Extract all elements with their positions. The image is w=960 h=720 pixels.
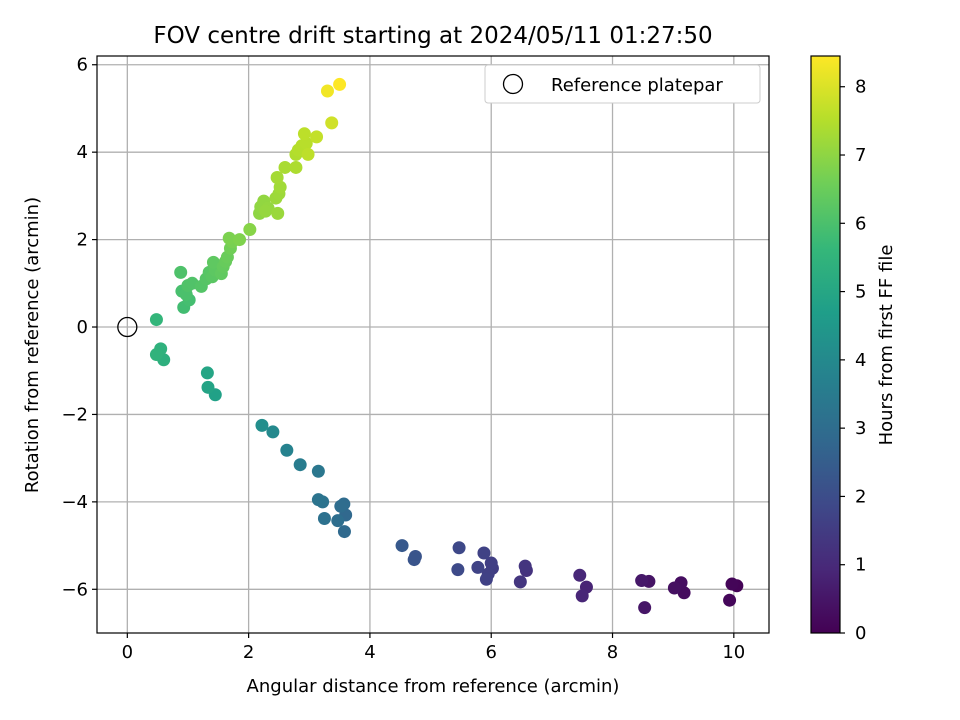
colorbar-tick-label: 6 (855, 213, 866, 234)
data-point (518, 559, 532, 573)
data-point (311, 493, 325, 507)
data-point (337, 525, 351, 539)
data-point (289, 160, 303, 174)
data-point (299, 136, 313, 150)
data-point (301, 147, 315, 161)
colorbar-tick-label: 1 (855, 555, 866, 576)
data-point (635, 574, 649, 588)
data-point (297, 127, 311, 141)
data-point (331, 514, 345, 528)
data-point (677, 586, 691, 600)
data-point (206, 255, 220, 269)
data-point (407, 553, 421, 567)
y-tick-label: −4 (61, 492, 88, 513)
data-point (266, 425, 280, 439)
data-point (222, 231, 236, 245)
data-point (575, 589, 589, 603)
data-point (320, 84, 334, 98)
x-axis-label: Angular distance from reference (arcmin) (247, 676, 620, 697)
colorbar-tick-label: 0 (855, 623, 866, 644)
x-tick-label: 8 (607, 642, 618, 663)
data-point (513, 575, 527, 589)
y-tick-label: 0 (77, 317, 88, 338)
plot-axes: 0 2 4 6 8 10 −6 −4 −2 0 2 4 6 (61, 55, 770, 663)
data-point (270, 171, 284, 185)
data-point (479, 572, 493, 586)
reference-point (117, 316, 138, 338)
y-tick-label: 4 (77, 142, 88, 163)
y-tick-label: −2 (61, 404, 88, 425)
data-point (334, 499, 348, 513)
chart-title: FOV centre drift starting at 2024/05/11 … (153, 23, 712, 49)
y-axis-label: Rotation from reference (arcmin) (22, 197, 43, 493)
grid-lines (97, 56, 769, 633)
data-point (452, 541, 466, 555)
data-point (149, 313, 163, 327)
data-point (278, 160, 292, 174)
data-point (255, 418, 269, 432)
data-point (311, 464, 325, 478)
data-point (317, 511, 331, 525)
data-point (149, 348, 163, 362)
colorbar-tick-label: 7 (855, 145, 866, 166)
colorbar-gradient (810, 55, 841, 634)
data-point (280, 443, 294, 457)
x-tick-label: 10 (722, 642, 745, 663)
data-point (723, 593, 737, 607)
data-point (725, 577, 739, 591)
colorbar-tick-label: 8 (855, 77, 866, 98)
data-point (477, 546, 491, 560)
data-point (200, 366, 214, 380)
data-point (233, 233, 247, 247)
data-point (310, 130, 324, 144)
data-point (243, 223, 257, 237)
colorbar-label: Hours from first FF file (876, 245, 897, 446)
data-points (117, 77, 744, 615)
data-point (325, 116, 339, 130)
data-point (471, 560, 485, 574)
data-point (271, 206, 285, 220)
data-point (201, 380, 215, 394)
legend: Reference platepar (484, 64, 761, 104)
data-point (573, 568, 587, 582)
y-tick-label: 6 (77, 55, 88, 76)
data-point (259, 204, 273, 218)
data-point (484, 556, 498, 570)
x-tick-label: 2 (243, 642, 254, 663)
colorbar-tick-label: 4 (855, 350, 866, 371)
colorbar-tick-label: 2 (855, 486, 866, 507)
x-tick-label: 4 (364, 642, 375, 663)
data-point (333, 77, 347, 91)
data-point (451, 563, 465, 577)
colorbar-tick-label: 3 (855, 418, 866, 439)
y-tick-label: −6 (61, 579, 88, 600)
data-point (174, 265, 188, 279)
data-point (395, 539, 409, 553)
legend-label: Reference platepar (551, 75, 723, 96)
colorbar: 0 1 2 3 4 5 6 7 8 (810, 55, 866, 644)
x-tick-label: 0 (122, 642, 133, 663)
y-tick-label: 2 (77, 230, 88, 251)
legend-reference-marker (502, 73, 524, 95)
x-tick-label: 6 (485, 642, 496, 663)
legend-box (484, 64, 761, 104)
data-point (638, 601, 652, 615)
plot-frame (96, 55, 770, 634)
data-point (293, 458, 307, 472)
data-point (667, 581, 681, 595)
colorbar-tick-label: 5 (855, 282, 866, 303)
